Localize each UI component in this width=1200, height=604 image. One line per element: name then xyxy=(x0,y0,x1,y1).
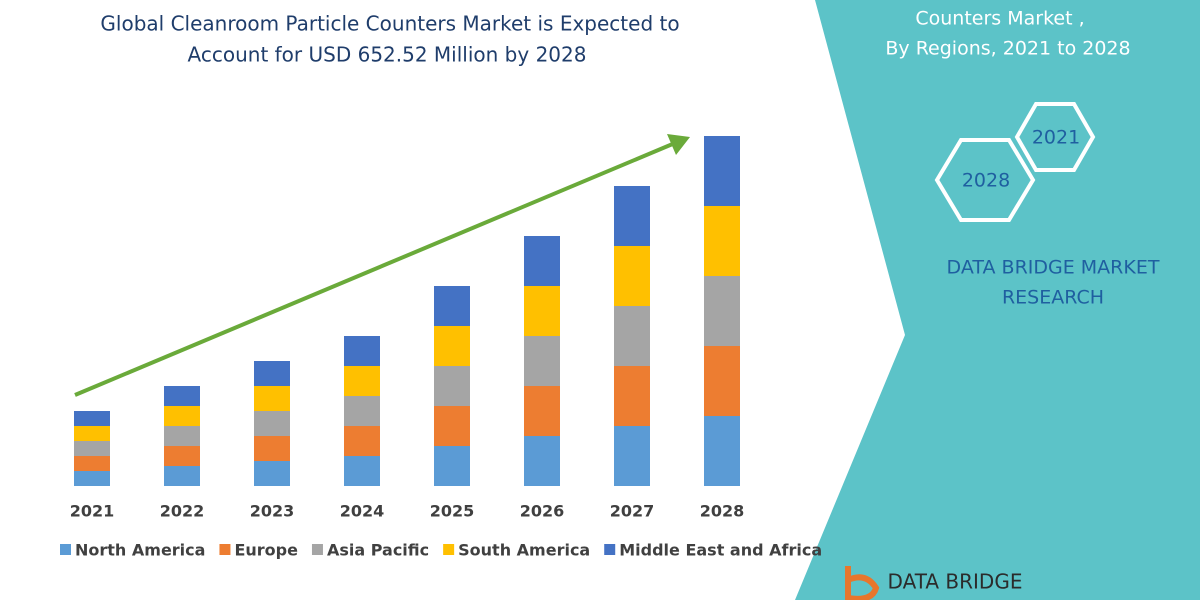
hex-label: 2021 xyxy=(1032,127,1080,149)
trend-arrow-head xyxy=(667,134,690,155)
side-panel xyxy=(795,0,1200,600)
bar-segment xyxy=(434,286,470,326)
bar-segment xyxy=(344,336,380,366)
legend-label: Europe xyxy=(234,541,298,560)
bar-segment xyxy=(254,461,290,486)
legend-swatch xyxy=(311,544,323,555)
bar-segment xyxy=(344,426,380,456)
x-tick-label: 2026 xyxy=(520,502,565,521)
legend-label: North America xyxy=(75,541,205,560)
x-tick-label: 2024 xyxy=(340,502,385,521)
chart-title: Global Cleanroom Particle Counters Marke… xyxy=(100,12,679,36)
bar-segment xyxy=(524,336,560,386)
bar-segment xyxy=(704,416,740,486)
bar-segment xyxy=(344,396,380,426)
bar-segment xyxy=(434,366,470,406)
bar-segment xyxy=(254,436,290,461)
trend-arrow xyxy=(74,141,676,397)
bar-segment xyxy=(704,276,740,346)
x-tick-label: 2021 xyxy=(70,502,115,521)
x-tick-label: 2025 xyxy=(430,502,475,521)
brand-text: RESEARCH xyxy=(1002,287,1104,309)
chart-title: Account for USD 652.52 Million by 2028 xyxy=(188,43,587,67)
legend-label: Middle East and Africa xyxy=(619,541,822,560)
bar-segment xyxy=(74,456,110,471)
bar-segment xyxy=(704,136,740,206)
x-tick-label: 2022 xyxy=(160,502,205,521)
bar-segment xyxy=(164,446,200,466)
bar-segment xyxy=(164,406,200,426)
x-tick-label: 2023 xyxy=(250,502,295,521)
x-tick-label: 2028 xyxy=(700,502,745,521)
bar-segment xyxy=(164,386,200,406)
bar-segment xyxy=(524,286,560,336)
bar-segment xyxy=(434,446,470,486)
hex-label: 2028 xyxy=(962,170,1010,192)
bar-segment xyxy=(254,411,290,436)
hexagon xyxy=(934,138,1036,222)
hexagon xyxy=(1014,102,1096,172)
x-tick-label: 2027 xyxy=(610,502,655,521)
bar-segment xyxy=(614,426,650,486)
brand-text: DATA BRIDGE MARKET xyxy=(947,257,1160,279)
logo-text: DATA BRIDGE xyxy=(888,570,1023,594)
legend-swatch xyxy=(604,544,616,555)
bar-segment xyxy=(434,326,470,366)
bar-segment xyxy=(74,471,110,486)
legend-label: Asia Pacific xyxy=(327,541,429,560)
bar-segment xyxy=(704,206,740,276)
bar-segment xyxy=(254,386,290,411)
bar-segment xyxy=(524,436,560,486)
bar-segment xyxy=(614,246,650,306)
bar-segment xyxy=(434,406,470,446)
bar-segment xyxy=(74,441,110,456)
bar-segment xyxy=(74,426,110,441)
bar-segment xyxy=(344,456,380,486)
bar-segment xyxy=(74,411,110,426)
bar-segment xyxy=(344,366,380,396)
bar-segment xyxy=(704,346,740,416)
bar-segment xyxy=(164,466,200,486)
legend-swatch xyxy=(219,544,231,555)
bar-segment xyxy=(164,426,200,446)
bar-segment xyxy=(614,186,650,246)
bar-segment xyxy=(614,306,650,366)
bar-segment xyxy=(614,366,650,426)
panel-heading: By Regions, 2021 to 2028 xyxy=(885,38,1130,60)
bar-segment xyxy=(524,236,560,286)
legend-swatch xyxy=(443,544,455,555)
bar-segment xyxy=(524,386,560,436)
bar-segment xyxy=(254,361,290,386)
legend-swatch xyxy=(60,544,71,555)
panel-heading: Counters Market , xyxy=(915,8,1084,30)
legend-label: South America xyxy=(458,541,590,560)
logo-mark xyxy=(845,566,880,602)
